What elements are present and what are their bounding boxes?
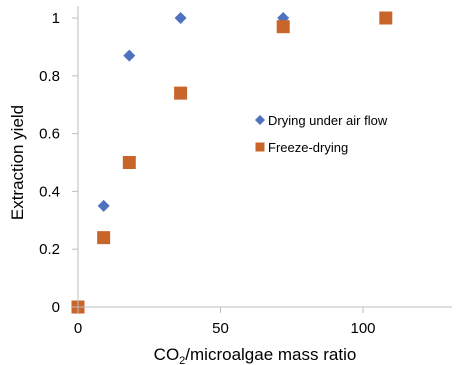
- data-point: [123, 49, 136, 62]
- y-tick-label: 0: [52, 299, 60, 316]
- y-tick-label: 0.2: [39, 241, 60, 258]
- x-axis-title: CO2/microalgae mass ratio: [154, 345, 357, 365]
- data-point: [379, 11, 393, 25]
- y-tick-label: 0.6: [39, 126, 60, 143]
- axes: 0 0.2 0.4 0.6 0.8 1 0 50 100 CO2/microalgae mass …: [8, 6, 452, 365]
- x-tick-label: 50: [212, 320, 229, 337]
- y-axis-title: Extraction yield: [8, 105, 27, 220]
- data-point: [174, 12, 187, 24]
- data-point: [97, 199, 110, 212]
- legend-marker-diamond: [255, 115, 265, 125]
- x-tick-label: 0: [74, 320, 82, 337]
- legend-marker-square: [255, 142, 265, 152]
- y-tick-label: 1: [52, 10, 60, 27]
- data-point: [276, 20, 290, 34]
- data-point: [122, 156, 136, 169]
- legend-label: Drying under air flow: [268, 113, 388, 128]
- y-tick-label: 0.8: [39, 68, 60, 85]
- data-point: [97, 231, 111, 245]
- legend-label: Freeze-drying: [268, 140, 348, 155]
- legend: Drying under air flow Freeze-drying: [255, 113, 388, 155]
- x-tick-label: 100: [350, 320, 375, 337]
- data-point: [174, 86, 188, 100]
- data-markers: [71, 11, 393, 314]
- y-tick-label: 0.4: [39, 183, 60, 200]
